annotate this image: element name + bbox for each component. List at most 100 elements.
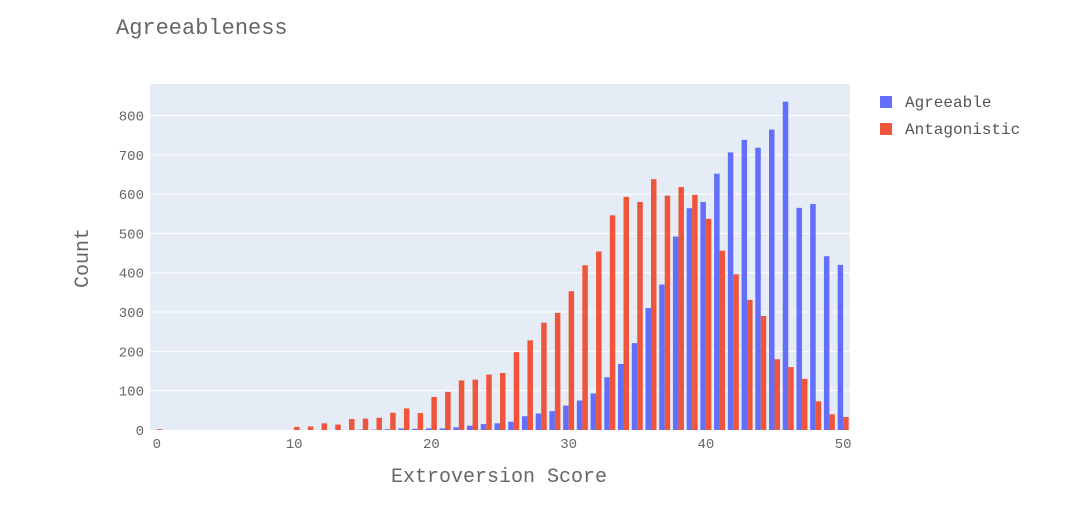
bar-antagonistic-10[interactable] bbox=[294, 426, 300, 430]
bar-antagonistic-47[interactable] bbox=[801, 378, 808, 430]
bar-antagonistic-45[interactable] bbox=[774, 359, 780, 430]
bar-antagonistic-22[interactable] bbox=[458, 380, 465, 430]
bar-agreeable-36[interactable] bbox=[645, 308, 651, 430]
bar-agreeable-44[interactable] bbox=[755, 147, 761, 430]
bar-antagonistic-12[interactable] bbox=[321, 423, 328, 430]
bar-antagonistic-16[interactable] bbox=[376, 417, 382, 430]
bar-agreeable-28[interactable] bbox=[535, 413, 542, 430]
legend-label-antagonistic[interactable]: Antagonistic bbox=[905, 121, 1020, 139]
bar-agreeable-46[interactable] bbox=[782, 101, 789, 430]
bar-antagonistic-30[interactable] bbox=[568, 291, 575, 430]
bar-agreeable-31[interactable] bbox=[576, 400, 583, 430]
bar-agreeable-47[interactable] bbox=[796, 207, 802, 430]
bar-antagonistic-35[interactable] bbox=[637, 201, 643, 430]
y-tick-label: 800 bbox=[119, 109, 144, 125]
y-tick-label: 600 bbox=[119, 188, 144, 204]
bar-agreeable-19[interactable] bbox=[412, 428, 418, 430]
x-tick-label: 0 bbox=[153, 437, 161, 453]
legend-label-agreeable[interactable]: Agreeable bbox=[905, 94, 991, 112]
bar-antagonistic-37[interactable] bbox=[664, 195, 671, 430]
bar-antagonistic-27[interactable] bbox=[527, 340, 533, 430]
bar-agreeable-23[interactable] bbox=[467, 425, 473, 430]
bars bbox=[156, 101, 849, 431]
x-tick-label: 20 bbox=[423, 437, 440, 453]
bar-agreeable-50[interactable] bbox=[837, 264, 844, 430]
bar-antagonistic-41[interactable] bbox=[719, 250, 726, 430]
bar-antagonistic-39[interactable] bbox=[692, 194, 698, 430]
bar-antagonistic-40[interactable] bbox=[705, 218, 712, 430]
bar-agreeable-37[interactable] bbox=[659, 284, 665, 430]
x-tick-label: 30 bbox=[560, 437, 577, 453]
bar-antagonistic-38[interactable] bbox=[678, 187, 684, 430]
legend[interactable]: Agreeable Antagonistic bbox=[880, 94, 1020, 139]
bar-antagonistic-49[interactable] bbox=[829, 414, 835, 430]
bar-agreeable-48[interactable] bbox=[810, 203, 816, 430]
bar-antagonistic-50[interactable] bbox=[843, 417, 849, 430]
bar-agreeable-18[interactable] bbox=[398, 428, 404, 430]
bar-antagonistic-14[interactable] bbox=[349, 418, 355, 430]
bar-antagonistic-15[interactable] bbox=[362, 418, 369, 430]
bar-agreeable-43[interactable] bbox=[741, 139, 748, 430]
x-tick-label: 50 bbox=[835, 437, 852, 453]
bar-agreeable-38[interactable] bbox=[672, 236, 679, 430]
bar-agreeable-49[interactable] bbox=[823, 256, 830, 430]
bar-antagonistic-13[interactable] bbox=[335, 424, 341, 431]
bar-agreeable-25[interactable] bbox=[494, 423, 500, 430]
bar-agreeable-35[interactable] bbox=[631, 343, 638, 430]
bar-antagonistic-20[interactable] bbox=[431, 396, 437, 430]
x-axis-title: Extroversion Score bbox=[391, 466, 607, 489]
bar-antagonistic-24[interactable] bbox=[486, 374, 492, 430]
legend-swatch-antagonistic[interactable] bbox=[880, 123, 892, 135]
bar-agreeable-32[interactable] bbox=[590, 393, 597, 430]
bar-antagonistic-46[interactable] bbox=[788, 367, 794, 430]
bar-antagonistic-33[interactable] bbox=[609, 215, 616, 430]
bar-antagonistic-36[interactable] bbox=[650, 179, 657, 430]
bar-agreeable-42[interactable] bbox=[727, 152, 734, 430]
bar-antagonistic-34[interactable] bbox=[623, 196, 630, 430]
bar-antagonistic-19[interactable] bbox=[417, 413, 424, 430]
bar-agreeable-39[interactable] bbox=[686, 208, 693, 430]
bar-agreeable-21[interactable] bbox=[439, 428, 446, 430]
x-tick-label: 40 bbox=[697, 437, 714, 453]
bar-antagonistic-29[interactable] bbox=[554, 312, 561, 430]
bar-antagonistic-32[interactable] bbox=[596, 251, 602, 431]
gridlines bbox=[150, 114, 850, 392]
bar-agreeable-33[interactable] bbox=[604, 377, 610, 430]
bar-antagonistic-44[interactable] bbox=[760, 315, 767, 430]
bar-antagonistic-11[interactable] bbox=[307, 426, 314, 430]
y-tick-label: 200 bbox=[119, 345, 144, 361]
y-axis-ticks: 0 100 200 300 400 500 600 700 800 bbox=[119, 109, 144, 440]
y-axis-title: Count bbox=[72, 228, 95, 288]
legend-swatch-agreeable[interactable] bbox=[880, 96, 892, 108]
bar-antagonistic-28[interactable] bbox=[541, 322, 547, 430]
bar-agreeable-26[interactable] bbox=[508, 421, 514, 430]
bar-agreeable-27[interactable] bbox=[521, 416, 528, 430]
chart-title: Agreeableness bbox=[116, 16, 288, 41]
bar-antagonistic-23[interactable] bbox=[472, 379, 479, 430]
bar-antagonistic-17[interactable] bbox=[390, 412, 396, 430]
y-tick-label: 0 bbox=[136, 424, 144, 440]
bar-agreeable-20[interactable] bbox=[425, 428, 432, 430]
bar-antagonistic-25[interactable] bbox=[500, 372, 506, 430]
bar-antagonistic-31[interactable] bbox=[582, 265, 588, 430]
bar-agreeable-34[interactable] bbox=[618, 363, 624, 430]
bar-agreeable-29[interactable] bbox=[549, 411, 555, 430]
bar-antagonistic-26[interactable] bbox=[513, 352, 520, 430]
bar-antagonistic-48[interactable] bbox=[815, 401, 822, 430]
y-tick-label: 100 bbox=[119, 385, 144, 401]
bar-antagonistic-21[interactable] bbox=[445, 391, 451, 430]
bar-antagonistic-42[interactable] bbox=[733, 274, 739, 430]
bar-agreeable-45[interactable] bbox=[769, 129, 775, 431]
bar-agreeable-24[interactable] bbox=[480, 424, 487, 430]
bar-agreeable-22[interactable] bbox=[453, 427, 459, 430]
x-tick-label: 10 bbox=[286, 437, 303, 453]
bar-antagonistic-43[interactable] bbox=[747, 299, 753, 430]
bar-agreeable-17[interactable] bbox=[384, 429, 391, 430]
bar-antagonistic-18[interactable] bbox=[403, 408, 410, 431]
bar-agreeable-41[interactable] bbox=[714, 173, 720, 430]
y-tick-label: 300 bbox=[119, 306, 144, 322]
bar-agreeable-30[interactable] bbox=[563, 405, 569, 430]
bar-antagonistic-0[interactable] bbox=[156, 429, 163, 430]
bar-agreeable-40[interactable] bbox=[700, 201, 706, 430]
